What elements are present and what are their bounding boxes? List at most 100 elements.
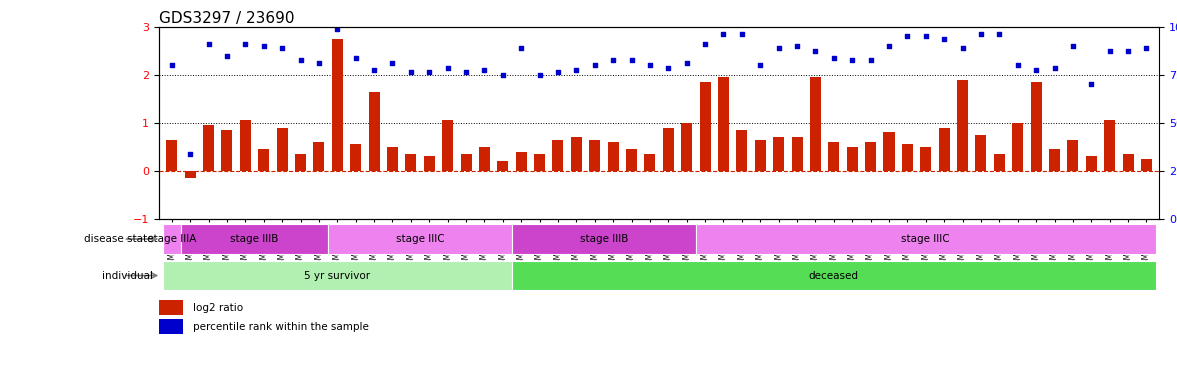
Point — [751, 62, 770, 68]
Bar — [204, 125, 214, 171]
Bar — [512, 261, 1156, 290]
Bar — [846, 147, 858, 171]
Bar — [277, 127, 287, 171]
Bar — [957, 80, 967, 171]
Point — [328, 26, 347, 32]
Point — [585, 62, 604, 68]
Bar — [939, 127, 950, 171]
Point — [953, 45, 972, 51]
Point — [383, 60, 401, 66]
Bar — [159, 300, 182, 315]
Bar — [497, 161, 508, 171]
Point — [1064, 43, 1083, 49]
Bar — [313, 142, 325, 171]
Point — [181, 151, 200, 157]
Point — [917, 33, 936, 40]
Point — [640, 62, 659, 68]
Point — [235, 41, 254, 47]
Bar — [976, 135, 986, 171]
Bar — [351, 144, 361, 171]
Point — [787, 43, 806, 49]
Bar — [1123, 154, 1133, 171]
Bar — [663, 127, 673, 171]
Bar — [699, 82, 711, 171]
Point — [843, 58, 862, 64]
Bar — [185, 171, 195, 178]
Point — [346, 55, 365, 61]
Point — [971, 31, 990, 37]
Bar — [884, 132, 895, 171]
Text: deceased: deceased — [809, 270, 859, 281]
Bar — [512, 224, 696, 254]
Point — [806, 48, 825, 54]
Text: stage IIIC: stage IIIC — [395, 234, 445, 244]
Bar — [718, 77, 729, 171]
Bar — [773, 137, 784, 171]
Point — [659, 65, 678, 71]
Bar — [1104, 121, 1115, 171]
Bar — [443, 121, 453, 171]
Point — [1118, 48, 1137, 54]
Text: individual: individual — [102, 270, 153, 281]
Bar — [387, 147, 398, 171]
Point — [420, 70, 439, 76]
Point — [401, 70, 420, 76]
Text: percentile rank within the sample: percentile rank within the sample — [193, 321, 368, 331]
Bar — [1031, 82, 1042, 171]
Point — [1009, 62, 1028, 68]
Bar — [902, 144, 913, 171]
Point — [567, 67, 586, 73]
Bar — [993, 154, 1005, 171]
Bar — [696, 224, 1156, 254]
Point — [770, 45, 789, 51]
Point — [879, 43, 898, 49]
Point — [548, 70, 567, 76]
Bar — [865, 142, 876, 171]
Text: stage IIIA: stage IIIA — [147, 234, 195, 244]
Point — [1100, 48, 1119, 54]
Point — [604, 58, 623, 64]
Point — [677, 60, 696, 66]
Bar — [328, 224, 512, 254]
Bar — [166, 140, 178, 171]
Bar — [626, 149, 637, 171]
Point — [1137, 45, 1156, 51]
Text: GDS3297 / 23690: GDS3297 / 23690 — [159, 11, 294, 26]
Bar — [607, 142, 619, 171]
Bar — [737, 130, 747, 171]
Bar — [1141, 159, 1152, 171]
Bar — [1085, 157, 1097, 171]
Bar — [240, 121, 251, 171]
Point — [291, 58, 310, 64]
Bar — [829, 142, 839, 171]
Point — [935, 36, 953, 42]
Point — [623, 58, 641, 64]
Bar — [162, 224, 181, 254]
Bar — [1049, 149, 1060, 171]
Bar — [534, 154, 545, 171]
Text: stage IIIC: stage IIIC — [902, 234, 950, 244]
Point — [476, 67, 494, 73]
Text: log2 ratio: log2 ratio — [193, 303, 242, 313]
Point — [1026, 67, 1045, 73]
Bar — [162, 261, 512, 290]
Bar — [479, 147, 490, 171]
Point — [438, 65, 457, 71]
Point — [310, 60, 328, 66]
Point — [732, 31, 751, 37]
Point — [512, 45, 531, 51]
Bar — [424, 157, 434, 171]
Bar — [645, 154, 656, 171]
Point — [1045, 65, 1064, 71]
Point — [162, 62, 181, 68]
Point — [254, 43, 273, 49]
Point — [530, 72, 548, 78]
Text: disease state: disease state — [84, 234, 153, 244]
Bar — [810, 77, 822, 171]
Text: 5 yr survivor: 5 yr survivor — [304, 270, 371, 281]
Point — [457, 70, 476, 76]
Point — [824, 55, 843, 61]
Bar — [1068, 140, 1078, 171]
Bar — [920, 147, 931, 171]
Bar — [258, 149, 270, 171]
